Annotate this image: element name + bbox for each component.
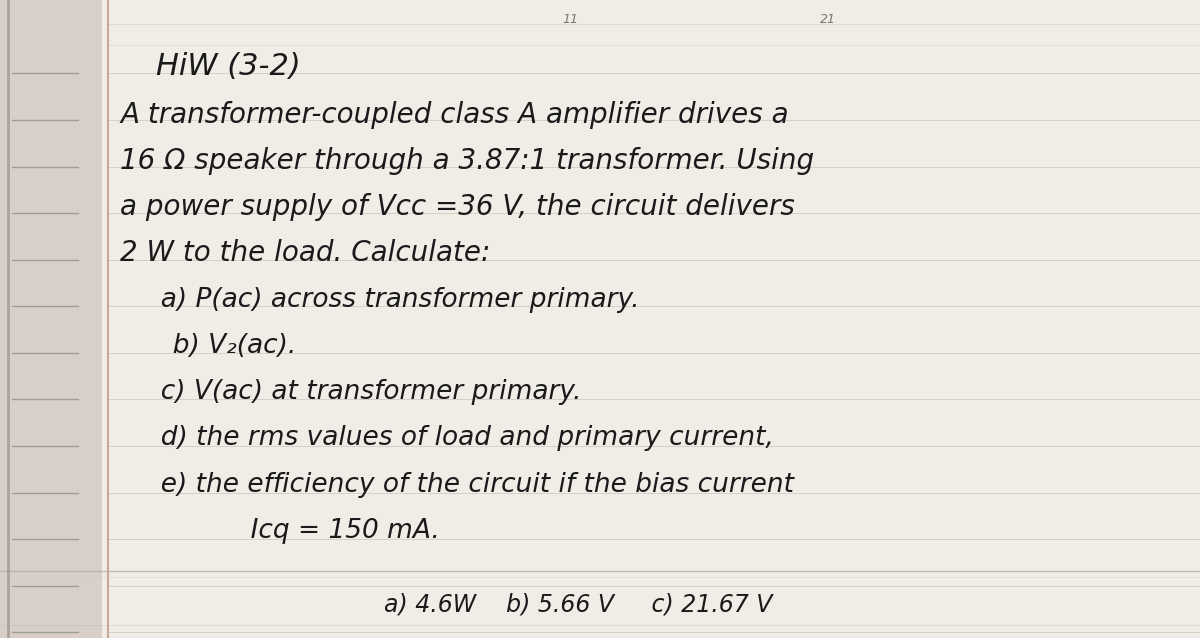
Text: Icq = 150 mA.: Icq = 150 mA. bbox=[192, 518, 439, 544]
Text: a power supply of Vcc =36 V, the circuit delivers: a power supply of Vcc =36 V, the circuit… bbox=[120, 193, 794, 221]
Text: c) V(ac) at transformer primary.: c) V(ac) at transformer primary. bbox=[144, 380, 581, 405]
Text: A transformer-coupled class A amplifier drives a: A transformer-coupled class A amplifier … bbox=[120, 101, 788, 129]
Text: 11: 11 bbox=[562, 13, 578, 26]
Text: a) P(ac) across transformer primary.: a) P(ac) across transformer primary. bbox=[144, 287, 640, 313]
Text: 21: 21 bbox=[820, 13, 836, 26]
Bar bbox=[0, 0, 102, 638]
Text: 16 Ω speaker through a 3.87:1 transformer. Using: 16 Ω speaker through a 3.87:1 transforme… bbox=[120, 147, 814, 175]
Text: b) V₂(ac).: b) V₂(ac). bbox=[156, 333, 296, 359]
Text: 2 W to the load. Calculate:: 2 W to the load. Calculate: bbox=[120, 239, 491, 267]
Text: a) 4.6W    b) 5.66 V     c) 21.67 V: a) 4.6W b) 5.66 V c) 21.67 V bbox=[384, 592, 773, 616]
Text: d) the rms values of load and primary current,: d) the rms values of load and primary cu… bbox=[144, 426, 774, 451]
Text: e) the efficiency of the circuit if the bias current: e) the efficiency of the circuit if the … bbox=[144, 472, 794, 498]
Text: HiW (3-2): HiW (3-2) bbox=[156, 52, 301, 82]
